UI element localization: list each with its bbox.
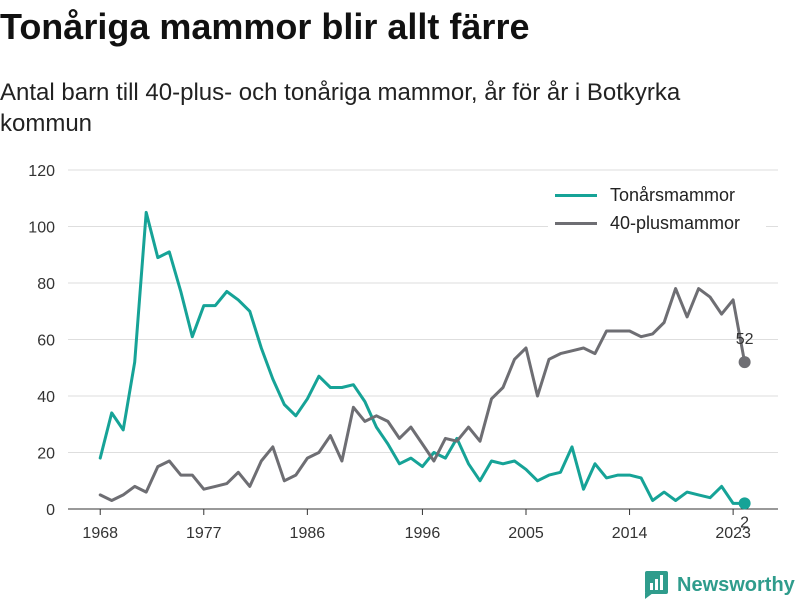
x-tick-label: 2023 [715, 525, 751, 542]
brand-name: Newsworthy [677, 574, 795, 596]
y-tick-label: 120 [28, 163, 55, 180]
y-tick-label: 80 [37, 276, 55, 293]
end-label-tonarsmammor: 2 [740, 514, 749, 531]
y-tick-label: 40 [37, 389, 55, 406]
legend-item-40-plusmammor: 40-plusmammor [548, 209, 766, 237]
series-line-40-plusmammor [98, 287, 747, 502]
gridlines [68, 169, 778, 453]
chart-subtitle: Antal barn till 40-plus- och tonåriga ma… [0, 79, 681, 137]
legend-label-tonarsmammor: Tonårsmammor [610, 184, 736, 205]
x-tick-label: 1986 [290, 525, 326, 542]
y-tick-label: 60 [37, 333, 55, 350]
legend: Tonårsmammor 40-plusmammor [548, 181, 766, 237]
series-line-tonarsmammor [98, 210, 747, 505]
y-axis: 0 20 40 60 80 100 120 [28, 163, 55, 519]
chart-title: Tonåriga mammor blir allt färre [0, 6, 530, 47]
y-tick-label: 0 [46, 502, 55, 519]
x-axis: 1968 1977 1986 1996 2005 2014 2023 [68, 508, 778, 542]
legend-swatch-tonarsmammor [555, 193, 597, 197]
x-tick-label: 1977 [186, 525, 222, 542]
series-lines [98, 210, 747, 505]
legend-label-40-plusmammor: 40-plusmammor [610, 212, 741, 233]
x-tick-label: 2014 [612, 525, 648, 542]
x-tick-label: 1968 [82, 525, 118, 542]
y-tick-label: 20 [37, 446, 55, 463]
y-tick-label: 100 [28, 220, 55, 237]
newsworthy-logo: Newsworthy [645, 571, 795, 599]
x-tick-label: 1996 [405, 525, 441, 542]
end-point-tonarsmammor [738, 497, 751, 510]
legend-item-tonarsmammor: Tonårsmammor [548, 181, 766, 209]
x-tick-label: 2005 [508, 525, 544, 542]
end-points: 2 52 [736, 331, 754, 531]
end-point-40-plusmammor [738, 356, 751, 369]
end-label-40-plusmammor: 52 [736, 331, 754, 348]
legend-swatch-40-plusmammor [555, 221, 597, 225]
newsworthy-bar-chart-icon [645, 571, 668, 599]
